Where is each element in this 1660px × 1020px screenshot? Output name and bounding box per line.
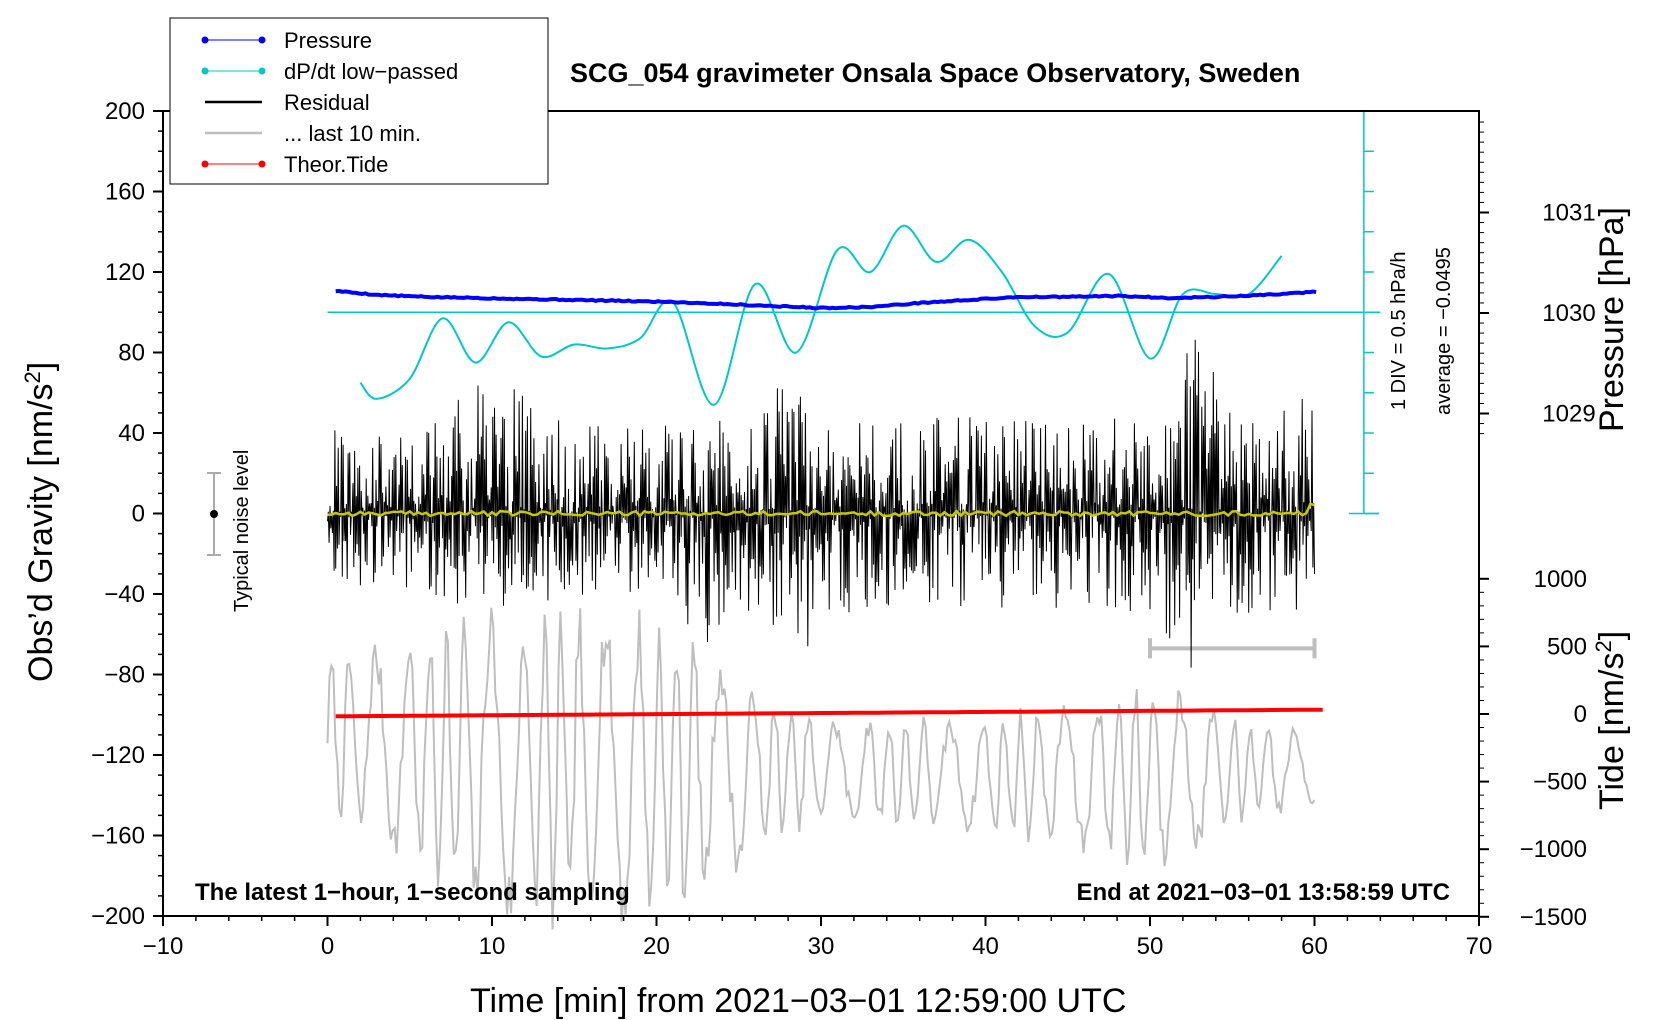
y-tick-label: 0: [132, 501, 145, 528]
x-tick-label: 30: [808, 933, 835, 960]
x-tick-label: 60: [1301, 933, 1328, 960]
legend: Pressure dP/dt low−passed Residual ... last…: [169, 17, 549, 185]
legend-label: Residual: [284, 90, 370, 115]
pressure-tick-label: 1029: [1542, 401, 1595, 428]
x-axis-label: Time [min] from 2021−03−01 12:59:00 UTC: [470, 982, 1126, 1020]
y-axis-left-label: Obs’d Gravity [nm/s2]: [20, 362, 61, 682]
chart-title: SCG_054 gravimeter Onsala Space Observat…: [570, 58, 1300, 88]
scale-label-average: average = −0.0495: [1433, 247, 1455, 415]
legend-item: Pressure: [201, 28, 372, 53]
tide-tick-label: 500: [1547, 633, 1587, 660]
legend-label: Pressure: [284, 28, 372, 53]
series-residual: [327, 339, 1315, 668]
x-tick-label: −10: [143, 933, 184, 960]
x-tick-label: 70: [1466, 933, 1493, 960]
legend-item: ... last 10 min.: [205, 121, 421, 146]
series-theor-tide: [335, 707, 1323, 719]
legend-marker: [201, 36, 209, 44]
note-left: The latest 1−hour, 1−second sampling: [195, 879, 630, 906]
legend-item: Theor.Tide: [201, 152, 388, 177]
legend-marker: [201, 160, 209, 168]
legend-label: dP/dt low−passed: [284, 59, 458, 84]
legend-label: Theor.Tide: [284, 152, 388, 177]
tide-tick-label: −1000: [1520, 836, 1587, 863]
x-tick-label: 0: [321, 933, 334, 960]
tide-tick-label: 1000: [1534, 566, 1587, 593]
x-tick-label: 40: [972, 933, 999, 960]
y-tick-label: −160: [91, 823, 145, 850]
series-last-10-min: [326, 607, 1316, 930]
pressure-tick-label: 1030: [1542, 300, 1595, 327]
note-right: End at 2021−03−01 13:58:59 UTC: [1076, 879, 1450, 906]
legend-label: ... last 10 min.: [284, 121, 421, 146]
pressure-axis-label: Pressure [hPa]: [1593, 207, 1631, 432]
pressure-tick-label: 1031: [1542, 200, 1595, 227]
legend-marker: [258, 67, 266, 75]
y-tick-label: −40: [104, 581, 145, 608]
legend-marker: [258, 160, 266, 168]
legend-marker: [258, 36, 266, 44]
series-pressure: [335, 288, 1317, 311]
series-dpdt: [359, 224, 1283, 406]
y-tick-label: 200: [105, 98, 145, 125]
noise-label: Typical noise level: [231, 450, 253, 612]
noise-indicator: Typical noise level: [207, 450, 253, 612]
y-tick-label: 40: [118, 420, 145, 447]
y-tick-label: 160: [105, 179, 145, 206]
tide-tick-label: −1500: [1520, 904, 1587, 931]
y-tick-label: 80: [118, 340, 145, 367]
tide-tick-label: −500: [1533, 769, 1587, 796]
y-tick-label: −200: [91, 903, 145, 930]
x-tick-label: 50: [1137, 933, 1164, 960]
scale-label-div: 1 DIV = 0.5 hPa/h: [1388, 252, 1410, 410]
noise-marker: [210, 510, 218, 518]
y-tick-label: −80: [104, 662, 145, 689]
series-residual-smoothed: [327, 502, 1315, 518]
x-tick-label: 10: [479, 933, 506, 960]
x-tick-label: 20: [643, 933, 670, 960]
legend-item: Residual: [205, 90, 370, 115]
y-tick-label: 120: [105, 259, 145, 286]
y-tick-label: −120: [91, 742, 145, 769]
legend-item: dP/dt low−passed: [201, 59, 458, 84]
tide-axis-label: Tide [nm/s2]: [1591, 631, 1632, 810]
legend-marker: [201, 67, 209, 75]
tide-tick-label: 0: [1574, 701, 1587, 728]
